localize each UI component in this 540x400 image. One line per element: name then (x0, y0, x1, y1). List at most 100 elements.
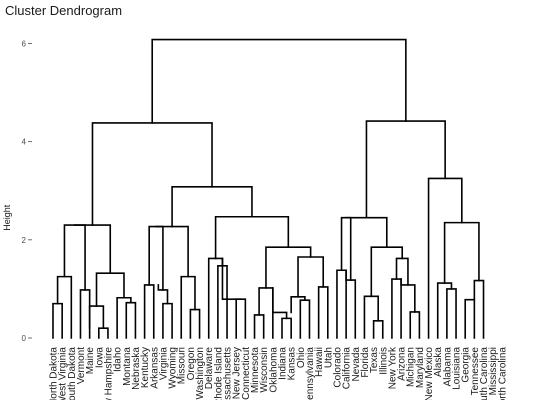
dendrogram-link (395, 257, 409, 286)
dendrogram-link (151, 38, 407, 124)
leaf-label: Indiana (278, 347, 289, 380)
leaf-label: New York (387, 346, 398, 389)
leaf-label: Ohio (296, 347, 307, 369)
dendrogram-link (125, 301, 137, 339)
dendrogram-link (214, 215, 290, 260)
leaf-label: Montana (122, 347, 133, 386)
dendrogram-link (370, 246, 404, 298)
leaf-label: Tennessee (470, 347, 481, 396)
leaf-label: Texas (369, 347, 380, 373)
leaf-label: North Carolina (497, 347, 508, 400)
dendrogram-link (299, 299, 311, 339)
dendrogram-link (88, 305, 105, 329)
dendrogram-link (221, 257, 242, 301)
leaf-label: Missouri (177, 347, 188, 384)
dendrogram-link (372, 320, 384, 339)
dendrogram-link (336, 269, 347, 339)
dendrogram-link (391, 278, 402, 339)
y-tick-label: 6 (22, 39, 27, 48)
dendrogram-link (443, 221, 480, 284)
dendrogram-link (79, 289, 91, 339)
dendrogram-link (473, 279, 485, 339)
dendrogram-link (56, 275, 73, 339)
leaf-label: Oklahoma (268, 347, 279, 393)
leaf-label: Illinois (378, 347, 389, 375)
leaf-label: New Jersey (232, 347, 243, 399)
leaf-label: Arkansas (149, 347, 160, 389)
leaf-label: Delaware (204, 347, 215, 390)
dendrogram-links (52, 38, 485, 339)
dendrogram-link (73, 224, 112, 274)
dendrogram-link (171, 186, 253, 228)
leaf-label: Kansas (287, 347, 298, 380)
leaf-label: Pennsylvania (305, 347, 316, 400)
leaf-label: Kentucky (140, 347, 151, 388)
dendrogram-link (290, 295, 306, 314)
leaf-label: Rhode Island (213, 347, 224, 400)
dendrogram-link (297, 256, 325, 298)
dendrogram-link (207, 257, 224, 339)
dendrogram-link (272, 287, 288, 320)
leaf-label: Idaho (113, 347, 124, 372)
y-tick-label: 0 (22, 334, 27, 343)
y-tick-label: 2 (22, 236, 27, 245)
leaf-label: West Virginia (58, 347, 69, 400)
leaf-label: Maine (85, 347, 96, 375)
leaf-label: Alaska (433, 347, 444, 377)
dendrogram-link (180, 275, 196, 339)
leaf-label: Mississippi (488, 347, 499, 395)
chart-title: Cluster Dendrogram (5, 3, 123, 18)
dendrogram-link (253, 314, 265, 339)
dendrogram-link (63, 224, 86, 291)
dendrogram-link (258, 287, 274, 339)
leaf-label: Alabama (442, 347, 453, 387)
dendrogram-link (464, 298, 476, 339)
dendrogram-link (317, 286, 329, 339)
leaf-label: Maryland (415, 347, 426, 388)
y-tick-label: 4 (22, 138, 27, 147)
leaf-label: New Hampshire (103, 347, 114, 400)
leaf-label: Minnesota (250, 347, 261, 394)
dendrogram-link (281, 317, 292, 339)
leaf-label: South Carolina (479, 347, 490, 400)
leaf-label: Vermont (76, 347, 87, 384)
leaf-label: Wyoming (168, 347, 179, 389)
leaf-label: Nevada (351, 347, 362, 382)
dendrogram-link (148, 225, 164, 291)
leaf-label: Wisconsin (259, 347, 270, 393)
leaf-label: Connecticut (241, 347, 252, 400)
leaf-label: Washington (195, 347, 206, 399)
dendrogram-link (436, 282, 453, 339)
y-axis-title: Height (2, 204, 12, 231)
leaf-label: South Dakota (67, 347, 78, 400)
dendrogram-link (116, 296, 132, 339)
dendrogram-link (446, 288, 457, 339)
leaf-label: Utah (323, 347, 334, 368)
dendrogram-link (265, 246, 312, 289)
leaf-label: Oregon (186, 347, 197, 380)
dendrogram-link (235, 298, 247, 339)
dendrogram-link (95, 272, 125, 307)
leaf-label: Iowa (94, 347, 105, 369)
leaf-label: Virginia (158, 347, 169, 381)
leaf-label: California (342, 347, 353, 390)
dendrogram-link (162, 302, 173, 339)
dendrogram-link (365, 120, 446, 219)
dendrogram-link (98, 327, 109, 339)
leaf-label: Hawaii (314, 347, 325, 377)
leaf-label: Georgia (461, 347, 472, 383)
leaf-label: North Dakota (49, 347, 60, 400)
leaf-label: Michigan (406, 347, 417, 387)
leaf-label: Nebraska (131, 347, 142, 390)
dendrogram-link (52, 302, 63, 339)
leaf-label: Arizona (397, 347, 408, 381)
dendrogram-link (409, 311, 421, 339)
dendrogram-link (189, 308, 201, 339)
dendrogram-link (91, 122, 213, 226)
leaf-label: New Mexico (424, 347, 435, 400)
dendrogram-link (363, 295, 379, 339)
leaf-label: Colorado (332, 347, 343, 388)
y-axis: 0 2 4 6 (22, 39, 32, 343)
